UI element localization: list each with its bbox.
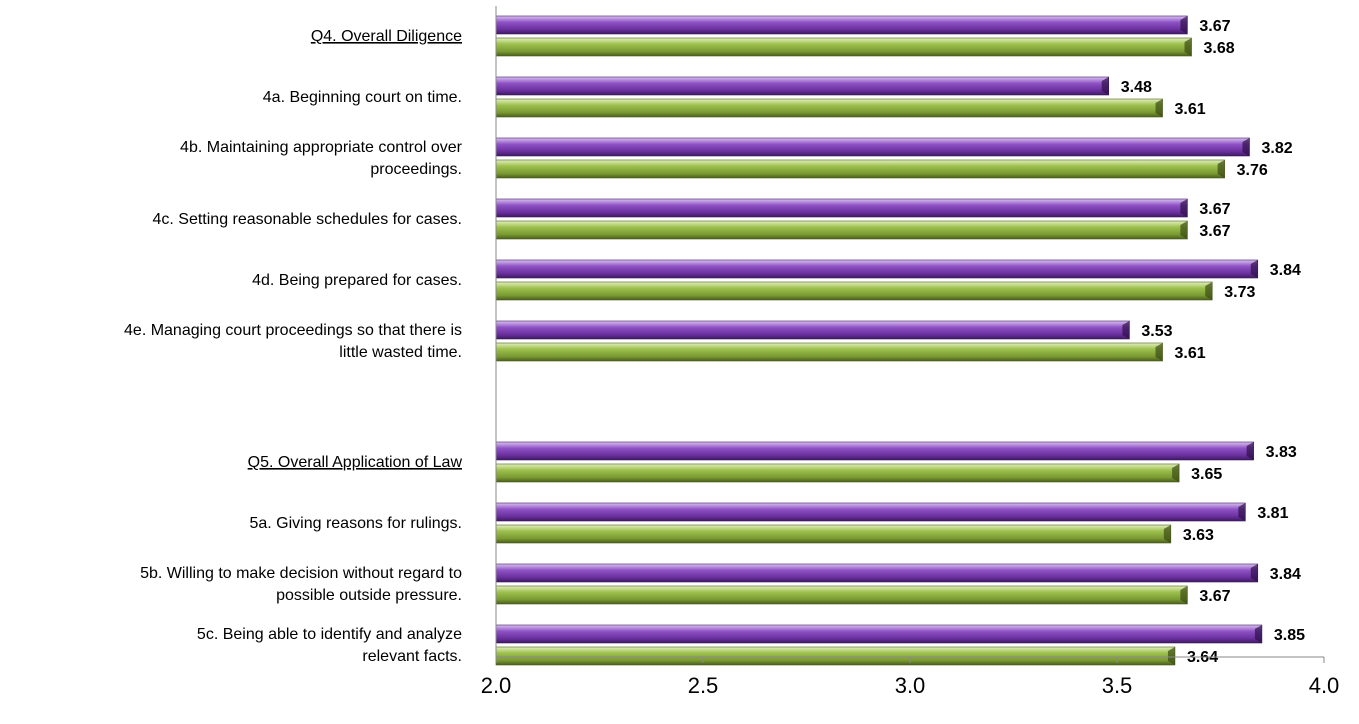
data-label: 3.84 [1270, 262, 1301, 279]
bar-series-a [495, 198, 1188, 218]
section-header-label: Q4. Overall Diligence [311, 28, 462, 45]
bar-series-b [495, 342, 1163, 362]
bar-end-cap [1180, 16, 1188, 34]
labels-layer: 3.67 3.68 Q4. Overall Diligence 3.48 3.61 4a.… [124, 18, 1305, 666]
bar-end-cap [1238, 503, 1246, 521]
bar-series-a [495, 15, 1188, 35]
category-label: proceedings. [370, 161, 462, 178]
bar-series-b [495, 98, 1163, 118]
bar-series-b [495, 220, 1188, 240]
bar-end-cap [1155, 99, 1163, 117]
data-label: 3.61 [1175, 101, 1206, 118]
category-label: relevant facts. [362, 648, 462, 665]
x-tick-label: 4.0 [1309, 673, 1340, 698]
x-tick-label: 3.0 [895, 673, 926, 698]
data-label: 3.82 [1261, 140, 1292, 157]
category-label: 4e. Managing court proceedings so that t… [124, 322, 462, 339]
x-tick-label: 2.0 [481, 673, 512, 698]
category-label: 4a. Beginning court on time. [263, 89, 462, 106]
bar-series-b [495, 281, 1213, 301]
bar-series-b [495, 524, 1172, 544]
bar-series-a [495, 624, 1263, 644]
category-label: little wasted time. [339, 344, 462, 361]
bar-end-cap [1184, 38, 1192, 56]
bar-series-a [495, 441, 1254, 461]
bar-series-a [495, 320, 1130, 340]
bar-series-b [495, 646, 1176, 666]
bar-series-b [495, 37, 1192, 57]
category-label: 4d. Being prepared for cases. [252, 272, 462, 289]
bar-series-a [495, 137, 1250, 157]
x-tick-label: 3.5 [1102, 673, 1133, 698]
bar-end-cap [1101, 77, 1109, 95]
category-label: 5c. Being able to identify and analyze [197, 626, 462, 643]
data-label: 3.83 [1266, 444, 1297, 461]
bar-end-cap [1180, 586, 1188, 604]
bar-end-cap [1250, 260, 1258, 278]
bar-end-cap [1167, 647, 1175, 665]
bar-end-cap [1246, 442, 1254, 460]
bar-series-a [495, 502, 1246, 522]
bar-end-cap [1205, 282, 1213, 300]
section-header-label: Q5. Overall Application of Law [248, 454, 463, 471]
x-tick-label: 2.5 [688, 673, 719, 698]
category-label: 4b. Maintaining appropriate control over [180, 139, 463, 156]
category-label: 4c. Setting reasonable schedules for cas… [152, 211, 462, 228]
bar-end-cap [1122, 321, 1130, 339]
data-label: 3.68 [1204, 40, 1235, 57]
bar-series-b [495, 585, 1188, 605]
data-label: 3.81 [1257, 505, 1288, 522]
bar-end-cap [1217, 160, 1225, 178]
bar-series-b [495, 159, 1225, 179]
bar-series-a [495, 76, 1110, 96]
category-label: 5b. Willing to make decision without reg… [140, 565, 462, 582]
data-label: 3.53 [1141, 323, 1172, 340]
x-axis: 2.0 2.5 3.0 3.5 4.0 [481, 6, 1340, 698]
bar-series-a [495, 259, 1259, 279]
data-label: 3.61 [1175, 345, 1206, 362]
data-label: 3.63 [1183, 527, 1214, 544]
bar-end-cap [1155, 343, 1163, 361]
bar-end-cap [1254, 625, 1262, 643]
bar-end-cap [1163, 525, 1171, 543]
data-label: 3.67 [1199, 223, 1230, 240]
data-label: 3.48 [1121, 79, 1152, 96]
bar-series-b [495, 463, 1180, 483]
bar-series-a [495, 563, 1259, 583]
data-label: 3.85 [1274, 627, 1305, 644]
bar-end-cap [1180, 221, 1188, 239]
bars-layer [495, 15, 1263, 666]
category-label: 5a. Giving reasons for rulings. [249, 515, 462, 532]
data-label: 3.67 [1199, 588, 1230, 605]
data-label: 3.67 [1199, 201, 1230, 218]
data-label: 3.84 [1270, 566, 1301, 583]
data-label: 3.73 [1224, 284, 1255, 301]
bar-end-cap [1172, 464, 1180, 482]
bar-end-cap [1242, 138, 1250, 156]
category-label: possible outside pressure. [276, 587, 462, 604]
data-label: 3.65 [1191, 466, 1222, 483]
data-label: 3.67 [1199, 18, 1230, 35]
bar-end-cap [1180, 199, 1188, 217]
bar-end-cap [1250, 564, 1258, 582]
data-label: 3.76 [1237, 162, 1268, 179]
